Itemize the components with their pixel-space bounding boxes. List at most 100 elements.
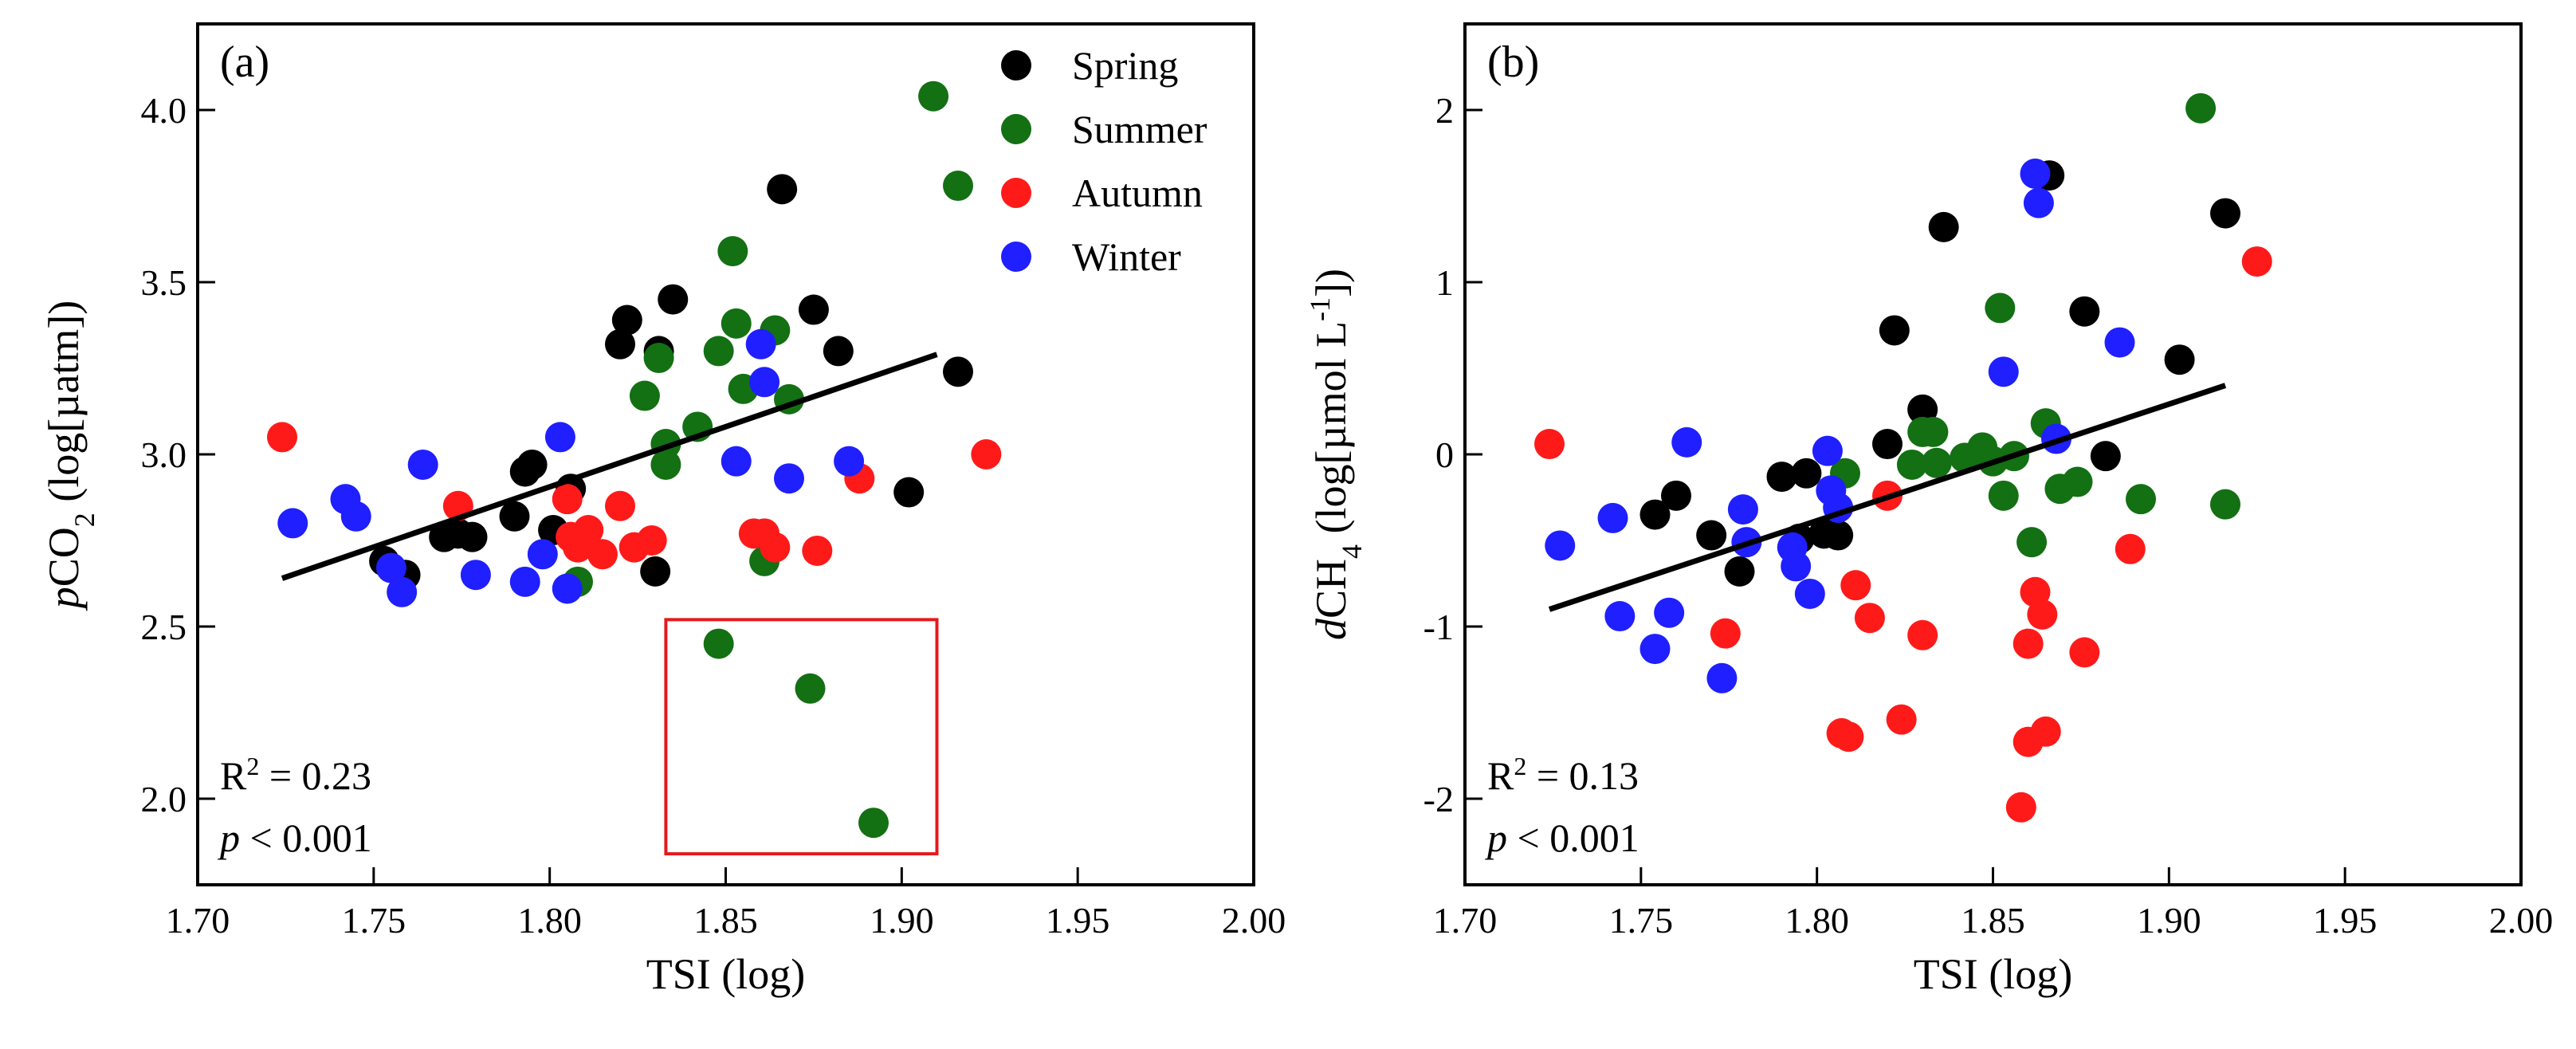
r-squared-label: R2 = 0.23 — [220, 752, 371, 798]
point-spring — [611, 304, 642, 336]
x-tick-label: 2.00 — [2489, 900, 2554, 941]
point-winter — [1545, 530, 1576, 561]
point-winter — [387, 576, 418, 607]
point-autumn — [1710, 618, 1741, 649]
y-tick-label: 0 — [1435, 434, 1454, 475]
p-value-label: p < 0.001 — [1485, 815, 1639, 860]
point-autumn — [760, 532, 791, 563]
point-summer — [703, 628, 734, 659]
point-spring — [1724, 556, 1755, 587]
fit-line — [281, 352, 938, 581]
point-spring — [1639, 499, 1671, 530]
point-summer — [918, 81, 949, 112]
point-summer — [1985, 293, 2016, 324]
point-spring — [499, 501, 530, 532]
series-autumn — [1534, 246, 2272, 823]
point-spring — [943, 356, 973, 387]
series-summer — [1830, 92, 2240, 558]
point-autumn — [2030, 716, 2061, 747]
point-spring — [2069, 296, 2100, 327]
point-winter — [509, 566, 540, 597]
point-spring — [605, 328, 635, 359]
point-winter — [721, 446, 752, 477]
point-autumn — [605, 490, 635, 521]
x-tick-label: 1.70 — [166, 900, 230, 941]
x-tick-label: 1.85 — [693, 900, 758, 941]
point-summer — [643, 343, 674, 374]
legend-label-summer: Summer — [1072, 107, 1208, 151]
point-autumn — [1907, 619, 1938, 650]
panel-b: 1.70 1.75 1.80 1.85 1.90 1.95 2.00 -2 -1 0 1 2 (b) R2… — [1304, 22, 2554, 998]
x-tick-label: 1.90 — [2137, 900, 2201, 941]
point-summer — [1918, 416, 1949, 447]
point-spring — [640, 556, 671, 587]
point-winter — [834, 446, 865, 477]
point-summer — [2062, 466, 2093, 497]
x-tick-label: 1.70 — [1433, 900, 1498, 941]
y-tick-label: 2 — [1435, 90, 1454, 131]
point-summer — [1988, 480, 2019, 511]
point-winter — [2023, 187, 2054, 218]
x-tick-label: 1.75 — [342, 900, 406, 941]
point-summer — [1896, 449, 1927, 480]
x-axis-title: TSI (log) — [646, 950, 805, 998]
point-autumn — [587, 539, 618, 570]
point-winter — [1706, 662, 1738, 693]
panel-label: (a) — [220, 37, 269, 87]
point-autumn — [267, 422, 297, 453]
y-tick-label: -2 — [1423, 779, 1454, 819]
x-tick-label: 1.80 — [517, 900, 582, 941]
x-tick-label: 1.80 — [1785, 900, 1849, 941]
y-tick-label: 3.5 — [141, 262, 187, 303]
point-spring — [893, 477, 925, 508]
legend: Spring Summer Autumn Winter — [1001, 43, 1208, 279]
point-autumn — [2005, 792, 2036, 823]
point-winter — [1794, 578, 1825, 609]
point-autumn — [1840, 570, 1871, 601]
y-tick-label: 4.0 — [141, 90, 187, 131]
point-autumn — [636, 525, 667, 556]
point-winter — [1781, 551, 1812, 582]
y-tick-label: 2.0 — [141, 779, 187, 819]
point-summer — [1921, 447, 1952, 478]
r-squared-label: R2 = 0.13 — [1487, 752, 1639, 798]
fit-line — [1548, 383, 2227, 612]
legend-label-spring: Spring — [1072, 43, 1178, 88]
plot-frame — [196, 22, 1255, 886]
point-spring — [798, 294, 829, 325]
point-summer — [703, 336, 734, 367]
y-tick-label: 1 — [1435, 262, 1454, 303]
panel-a: 1.70 1.75 1.80 1.85 1.90 1.95 2.00 2.0 2.5 3.0 3.5… — [40, 22, 1286, 998]
point-summer — [795, 673, 826, 704]
point-autumn — [2241, 246, 2272, 277]
point-summer — [717, 236, 748, 267]
series-winter — [1545, 158, 2135, 693]
point-winter — [1812, 435, 1843, 466]
point-spring — [1791, 458, 1822, 489]
p-value-label: p < 0.001 — [218, 815, 372, 860]
y-tick-label: 3.0 — [141, 434, 187, 475]
point-summer — [721, 308, 752, 339]
point-autumn — [1833, 721, 1864, 752]
y-axis-title: dCH4 (log[µmol L-1]) — [1304, 269, 1368, 640]
point-winter — [2104, 327, 2135, 358]
x-tick-label: 1.95 — [1046, 900, 1110, 941]
highlight-box — [664, 618, 939, 856]
point-winter — [1654, 597, 1685, 628]
y-tick-label: 2.5 — [141, 607, 187, 647]
series-winter — [277, 328, 865, 607]
point-autumn — [1886, 704, 1917, 735]
series-summer — [563, 81, 973, 839]
point-winter — [407, 449, 438, 480]
legend-marker-spring — [1001, 50, 1031, 81]
point-autumn — [802, 535, 833, 566]
point-winter — [1988, 356, 2019, 387]
point-winter — [774, 463, 804, 494]
x-tick-label: 1.95 — [2313, 900, 2378, 941]
point-spring — [1823, 520, 1854, 551]
point-spring — [1696, 520, 1727, 551]
x-tick-label: 1.85 — [1961, 900, 2025, 941]
point-winter — [527, 539, 558, 570]
point-spring — [2164, 344, 2195, 375]
point-winter — [2020, 158, 2051, 189]
